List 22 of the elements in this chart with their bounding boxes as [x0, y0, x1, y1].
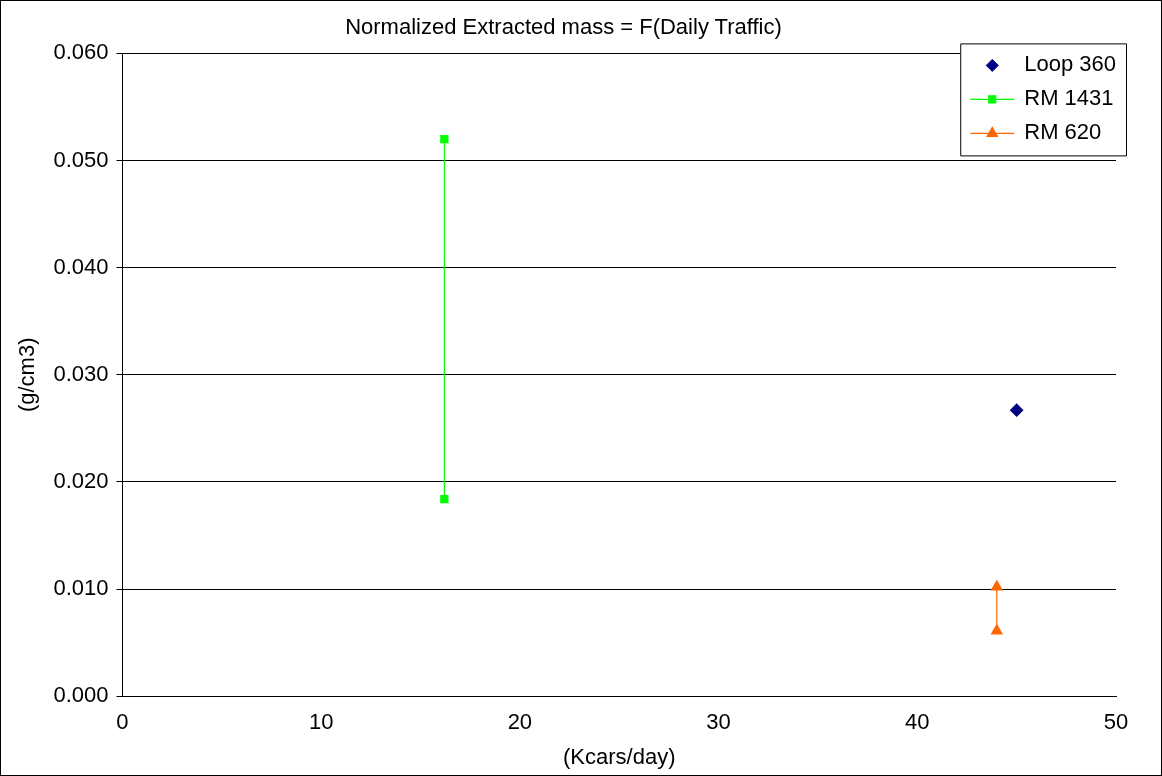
- y-tick-label: 0.050: [53, 146, 109, 172]
- x-tick-label: 30: [706, 709, 731, 735]
- x-tick-label: 50: [1103, 709, 1129, 735]
- y-tick-label: 0.060: [53, 39, 109, 65]
- legend-label: Loop 360: [1024, 51, 1117, 77]
- point: [440, 494, 449, 504]
- legend-label: RM 620: [1024, 119, 1102, 145]
- legend-label: RM 1431: [1024, 85, 1114, 111]
- chart-title: Normalized Extracted mass = F(Daily Traffic): [345, 14, 782, 40]
- x-tick-label: 40: [905, 709, 930, 735]
- x-tick-label: 20: [507, 709, 533, 735]
- y-tick-label: 0.000: [53, 682, 109, 708]
- x-tick-label: 0: [116, 709, 129, 735]
- y-tick-label: 0.020: [53, 468, 109, 493]
- y-tick-label: 0.010: [53, 575, 109, 601]
- point: [1010, 403, 1024, 417]
- x-tick-label: 10: [308, 709, 334, 735]
- y-tick-label: 0.040: [53, 253, 109, 279]
- y-tick-label: 0.030: [53, 360, 109, 386]
- point: [440, 134, 449, 144]
- y-axis-title: (g/cm3): [14, 337, 40, 413]
- x-axis-title: (Kcars/day): [562, 743, 676, 769]
